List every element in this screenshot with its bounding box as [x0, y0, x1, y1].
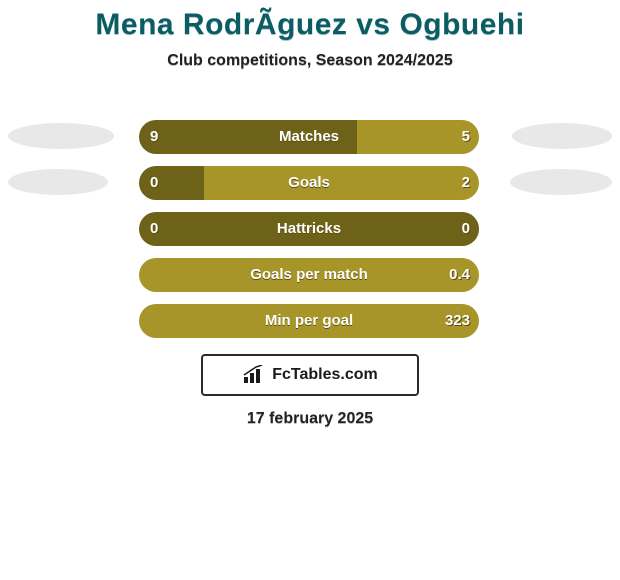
stat-value-left: 00	[150, 212, 158, 246]
player-marker-right	[510, 169, 612, 195]
stat-value-right: 00	[462, 212, 470, 246]
snapshot-date: 17 february 2025 17 february 2025	[0, 410, 620, 428]
page-subtitle: Club competitions, Season 2024/2025 Club…	[0, 52, 620, 70]
stat-value-left: 00	[150, 166, 158, 200]
player-marker-right	[512, 123, 612, 149]
stat-label: Min per goalMin per goal	[139, 304, 479, 338]
stat-label: MatchesMatches	[139, 120, 479, 154]
stat-row: Goals per matchGoals per match0.40.4	[0, 258, 620, 304]
fctables-logo: FcTables.com	[201, 354, 419, 396]
stat-row: HattricksHattricks00 00	[0, 212, 620, 258]
stat-value-right: 55	[462, 120, 470, 154]
logo-text: FcTables.com	[272, 366, 378, 384]
stat-row: MatchesMatches99 55	[0, 120, 620, 166]
bar-chart-icon	[242, 365, 266, 385]
stat-label: Goals per matchGoals per match	[139, 258, 479, 292]
snapshot-date-text: 17 february 2025	[247, 410, 373, 427]
page-title-text: Mena RodrÃ­guez vs Ogbuehi	[95, 8, 524, 41]
player-marker-left	[8, 123, 114, 149]
player-marker-left	[8, 169, 108, 195]
page-subtitle-text: Club competitions, Season 2024/2025	[167, 52, 452, 69]
stat-value-left: 99	[150, 120, 158, 154]
stat-row: Min per goalMin per goal323323	[0, 304, 620, 350]
stat-value-right: 323323	[445, 304, 470, 338]
stats-comparison-card: Mena RodrÃ­guez vs Ogbuehi Mena RodrÃ­gu…	[0, 0, 620, 580]
stat-value-right: 0.40.4	[449, 258, 470, 292]
page-title: Mena RodrÃ­guez vs Ogbuehi Mena RodrÃ­gu…	[0, 0, 620, 42]
stat-label: HattricksHattricks	[139, 212, 479, 246]
stat-value-right: 22	[462, 166, 470, 200]
stat-label: GoalsGoals	[139, 166, 479, 200]
stat-row: GoalsGoals00 22	[0, 166, 620, 212]
